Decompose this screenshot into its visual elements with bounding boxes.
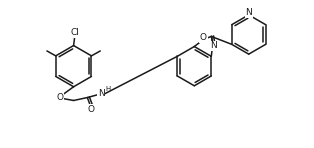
Text: N: N [245, 8, 252, 17]
Text: Cl: Cl [70, 28, 79, 37]
Text: O: O [56, 93, 63, 102]
Text: O: O [200, 33, 207, 42]
Text: H: H [105, 86, 110, 92]
Text: O: O [88, 105, 95, 114]
Text: N: N [98, 89, 105, 98]
Text: N: N [210, 41, 217, 50]
